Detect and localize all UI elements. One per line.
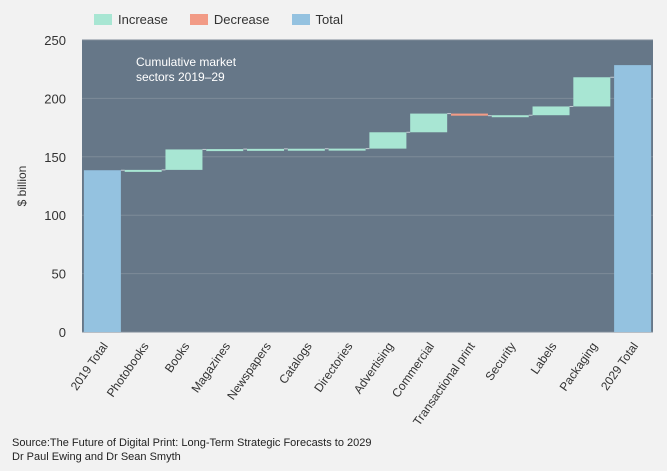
bar-increase — [532, 106, 570, 116]
bar-increase — [287, 148, 325, 151]
chart-legend: Increase Decrease Total — [94, 12, 343, 27]
plot-area — [82, 40, 653, 332]
source-note: Source:The Future of Digital Print: Long… — [12, 436, 372, 464]
legend-item-decrease: Decrease — [189, 12, 270, 27]
legend-item-total: Total — [291, 12, 343, 27]
x-tick-label: Packaging — [557, 340, 601, 394]
x-tick-label: Labels — [528, 340, 560, 377]
bar-increase — [573, 77, 611, 107]
bar-increase — [410, 113, 448, 133]
bar-increase — [124, 169, 162, 172]
legend-swatch-total — [291, 14, 310, 25]
legend-swatch-increase — [94, 14, 112, 25]
x-tick-label: Magazines — [188, 340, 233, 396]
y-axis-label: $ billion — [15, 166, 29, 207]
legend-label-decrease: Decrease — [213, 12, 270, 27]
x-tick-label: Directories — [311, 340, 355, 395]
x-tick-label: Security — [482, 340, 518, 384]
chart-annotation: sectors 2019–29 — [136, 70, 225, 84]
y-tick-label: 100 — [44, 208, 66, 223]
y-tick-label: 50 — [52, 267, 66, 282]
y-tick-label: 250 — [44, 33, 66, 48]
x-tick-label: 2029 Total — [598, 340, 641, 393]
source-line-1: Source:The Future of Digital Print: Long… — [12, 437, 372, 449]
legend-label-increase: Increase — [118, 12, 168, 27]
y-tick-label: 0 — [59, 325, 66, 340]
chart-annotation: Cumulative market — [136, 55, 237, 69]
bar-increase — [369, 132, 407, 149]
bar-total — [83, 170, 121, 332]
bar-increase — [328, 148, 366, 151]
y-tick-label: 150 — [44, 150, 66, 165]
y-tick-label: 200 — [44, 91, 66, 106]
x-tick-label: 2019 Total — [68, 340, 111, 393]
bar-increase — [165, 149, 203, 170]
source-line-2: Dr Paul Ewing and Dr Sean Smyth — [12, 451, 181, 463]
bar-total — [614, 65, 652, 332]
bar-increase — [206, 149, 244, 152]
legend-label-total: Total — [315, 12, 343, 27]
x-tick-label: Books — [162, 340, 193, 375]
legend-swatch-decrease — [189, 14, 208, 25]
x-tick-label: Advertising — [351, 340, 397, 397]
legend-item-increase: Increase — [94, 12, 168, 27]
bar-increase — [247, 148, 285, 151]
x-tick-label: Catalogs — [276, 340, 315, 387]
bar-increase — [491, 115, 529, 118]
x-tick-label: Photobooks — [104, 340, 152, 400]
bar-decrease — [450, 113, 488, 116]
